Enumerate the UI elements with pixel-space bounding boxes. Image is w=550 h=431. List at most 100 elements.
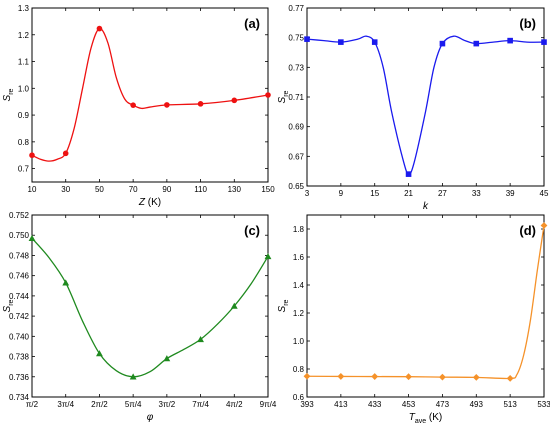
x-tick-label: 7π/4 [192,400,209,409]
y-tick-label: 0.71 [288,93,304,102]
data-point [405,171,412,177]
data-point [473,40,480,47]
y-tick-label: 0.746 [9,272,30,281]
x-axis-label: φ [147,412,154,423]
x-tick-label: 3π/4 [57,400,74,409]
data-point [439,40,446,47]
data-point [338,39,344,45]
x-tick-label: 2π/2 [91,400,108,409]
series-line [31,237,269,378]
x-tick-label: 9π/4 [260,400,277,409]
data-point [472,374,480,381]
data-point [230,302,238,309]
x-tick-label: 150 [261,185,275,194]
data-point [28,234,36,241]
y-tick-label: 1.6 [293,253,305,262]
x-tick-label: 27 [438,189,447,198]
data-point [265,92,271,98]
data-point [96,25,103,32]
y-axis-label: Sre [2,299,15,312]
y-tick-label: 1.1 [18,58,30,67]
x-tick-label: 5π/4 [125,400,142,409]
y-axis-label: Sre [277,299,290,312]
data-point [439,373,446,381]
plot-frame [31,7,269,183]
y-tick-label: 0.9 [18,111,30,120]
y-tick-label: 0.7 [18,165,30,174]
data-point [371,39,378,45]
panel-label: (a) [244,16,260,31]
y-tick-label: 1.2 [18,31,30,40]
x-tick-label: 433 [368,400,382,409]
y-tick-label: 0.748 [9,251,30,260]
x-tick-label: 50 [95,185,104,194]
x-tick-label: 413 [334,400,348,409]
x-tick-label: 130 [228,185,242,194]
x-tick-label: 45 [540,189,549,198]
y-tick-label: 0.752 [9,211,30,220]
y-tick-label: 0.744 [9,292,30,301]
data-point [337,373,345,380]
x-tick-label: 473 [436,400,450,409]
series-line [306,225,545,380]
y-tick-label: 0.65 [288,182,304,191]
x-tick-label: π/2 [26,400,39,409]
x-tick-label: 513 [503,400,517,409]
y-tick-label: 0.73 [288,63,304,72]
y-tick-label: 0.734 [9,393,30,402]
y-tick-label: 0.77 [288,4,304,13]
data-point [304,36,310,42]
data-point [541,39,547,45]
y-tick-label: 1.0 [18,84,30,93]
data-point [129,373,137,380]
x-tick-label: 10 [28,185,37,194]
x-tick-label: 4π/2 [226,400,243,409]
data-point [506,374,514,382]
y-axis-label: Sre [277,90,290,103]
data-point [163,355,171,362]
y-tick-label: 0.738 [9,353,30,362]
y-tick-label: 1.3 [18,4,30,13]
y-tick-label: 1.2 [293,309,305,318]
y-tick-label: 0.6 [293,393,305,402]
data-point [197,101,204,107]
data-point [62,279,70,286]
y-tick-label: 1.0 [293,337,305,346]
data-point [62,150,69,157]
series-line [31,27,269,162]
panel-c: π/2 3π/4 2π/2 5π/4 3π/2 7π/4 4π/2 9π/4 0.734 0.73… [2,211,277,423]
y-tick-label: 0.75 [288,34,304,43]
x-axis-label: k [423,201,429,212]
data-point [303,372,311,380]
y-tick-label: 0.69 [288,123,304,132]
data-point [130,102,136,108]
data-point [264,253,272,260]
y-tick-label: 0.742 [9,312,30,321]
x-tick-label: 39 [506,189,515,198]
y-tick-label: 0.740 [9,332,30,341]
data-point [371,373,379,380]
panel-d: 393 413 433 453 473 493 513 533 0.6 0.8 1.0 1.2 1.4 1… [277,214,550,425]
y-tick-label: 0.736 [9,373,30,382]
x-tick-label: 30 [61,185,70,194]
x-tick-label: 110 [194,185,207,194]
x-tick-label: 9 [339,189,344,198]
data-point [405,373,412,381]
panel-a: 10 30 50 70 90 110 130 150 0.7 0.8 0.9 1.0 1.1 1.2 1.3… [2,4,275,208]
data-point [96,350,103,357]
x-tick-label: 453 [402,400,416,409]
x-tick-label: 393 [300,400,314,409]
x-tick-label: 15 [370,189,379,198]
x-tick-label: 90 [162,185,171,194]
data-point [197,335,204,343]
x-axis-label: Z (K) [138,197,161,208]
y-tick-label: 0.67 [288,152,304,161]
plot-frame [31,214,269,398]
data-point [231,97,238,104]
x-tick-label: 3π/2 [159,400,176,409]
y-tick-label: 1.8 [293,225,305,234]
panel-b: 3 9 15 21 27 33 39 450.650.670.690.710.730.750.… [277,4,549,212]
panel-label: (d) [519,223,536,238]
data-point [507,37,513,44]
